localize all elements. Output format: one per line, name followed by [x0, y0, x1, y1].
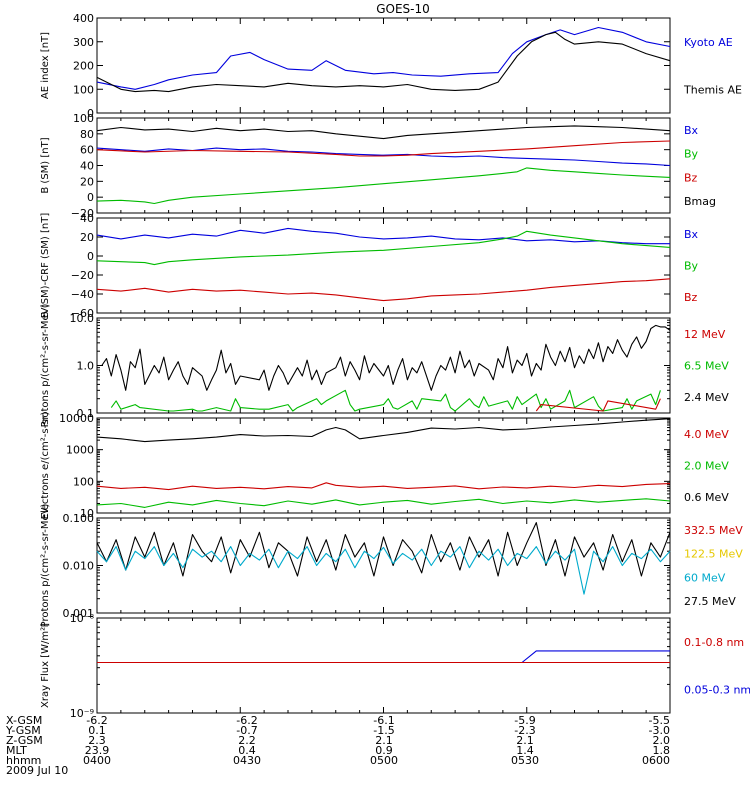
- legend-entry: 0.1-0.8 nm: [684, 636, 744, 649]
- legend-entry: 0.05-0.3 nm: [684, 683, 750, 696]
- y-axis-label: Xray Flux [W/m²]: [40, 623, 51, 708]
- legend-entry: By: [684, 148, 699, 161]
- y-tick-label: 0.001: [63, 607, 95, 620]
- legend-entry: 122.5 MeV: [684, 548, 743, 561]
- legend-entry: Bz: [684, 291, 698, 304]
- panel-frame: [96, 217, 671, 314]
- chart-panel: 0.1 1.0 10.0 Protons p/(cm²-s-sr-MeV) 12 MeV…: [40, 304, 729, 428]
- y-tick-label: 40: [80, 212, 94, 225]
- y-tick-label: 0.010: [63, 560, 95, 573]
- chart-panel: 0.001 0.010 0.100 Protons p/(cm²-s-sr-MeV) 3…: [40, 504, 743, 628]
- y-tick-label: 0: [87, 191, 94, 204]
- chart-panel: −60 −40 −20 0 20 40 B (SM)-CRF (SM) [nT] Bx By Bz: [40, 212, 699, 320]
- y-tick-label: −40: [71, 288, 94, 301]
- y-tick-label: 10.0: [70, 312, 95, 325]
- y-tick-label: 40: [80, 160, 94, 173]
- y-tick-label: −20: [71, 207, 94, 220]
- series-line: [96, 140, 671, 157]
- y-tick-label: 10⁻⁸: [70, 612, 95, 625]
- legend-entry: By: [684, 260, 699, 273]
- legend-entry: Kyoto AE: [684, 36, 733, 49]
- y-tick-label: 0.100: [63, 512, 95, 525]
- legend-entry: 2.4 MeV: [684, 391, 729, 404]
- y-tick-label: 0: [87, 250, 94, 263]
- series-line: [96, 167, 671, 205]
- figure-title: GOES-10: [376, 2, 430, 16]
- y-tick-label: −60: [71, 307, 94, 320]
- panel-frame: [96, 517, 671, 614]
- y-tick-label: 0: [87, 107, 94, 120]
- y-tick-label: 10000: [59, 412, 94, 425]
- legend-entry: 60 MeV: [684, 571, 726, 584]
- series-line: [535, 398, 661, 412]
- legend-entry: Bmag: [684, 195, 716, 208]
- legend-entry: 4.0 MeV: [684, 428, 729, 441]
- chart-panel: 0 100 200 300 400 AE index [nT] Kyoto AE Themis…: [40, 12, 742, 120]
- y-tick-label: 100: [73, 112, 94, 125]
- series-line: [96, 546, 671, 595]
- chart-panel: −20 0 20 40 60 80 100 B (SM) [nT] Bx By Bz Bmag: [40, 112, 716, 220]
- y-tick-label: 300: [73, 36, 94, 49]
- legend-entry: 0.6 MeV: [684, 491, 729, 504]
- series-line: [101, 324, 671, 391]
- series-line: [96, 278, 671, 302]
- panel-frame: [96, 317, 671, 414]
- series-line: [96, 26, 671, 90]
- y-axis-label: AE index [nT]: [40, 32, 51, 99]
- y-axis-label: Electrons e/(cm²-s-sr): [40, 412, 51, 520]
- series-line: [521, 650, 670, 663]
- y-tick-label: −20: [71, 269, 94, 282]
- series-line: [96, 418, 671, 443]
- chart-panel: 10 100 1000 10000 Electrons e/(cm²-s-sr) 4.0 …: [40, 412, 729, 520]
- y-tick-label: 10: [80, 507, 94, 520]
- legend-entry: Themis AE: [683, 83, 742, 96]
- legend-entry: Bx: [684, 124, 699, 137]
- chart-panel: 10⁻⁹ 10⁻⁸ Xray Flux [W/m²] 0.1-0.8 nm 0.05-0…: [40, 612, 750, 720]
- y-tick-label: 80: [80, 128, 94, 141]
- panel-frame: [96, 617, 671, 714]
- y-axis-label: B (SM) [nT]: [40, 137, 51, 193]
- y-tick-label: 60: [80, 144, 94, 157]
- legend-entry: 6.5 MeV: [684, 360, 729, 373]
- y-tick-label: 200: [73, 60, 94, 73]
- legend-entry: Bz: [684, 171, 698, 184]
- legend-entry: 2.0 MeV: [684, 460, 729, 473]
- series-line: [110, 389, 661, 412]
- series-line: [96, 227, 670, 245]
- y-tick-label: 20: [80, 231, 94, 244]
- legend-entry: Bx: [684, 228, 699, 241]
- y-axis-label: Protons p/(cm²-s-sr-MeV): [40, 304, 51, 428]
- y-axis-label: Protons p/(cm²-s-sr-MeV): [40, 504, 51, 628]
- series-line: [96, 125, 671, 140]
- panel-frame: [96, 417, 671, 514]
- series-line: [96, 31, 671, 93]
- legend-entry: 27.5 MeV: [684, 595, 736, 608]
- y-tick-label: 10⁻⁹: [70, 707, 94, 720]
- y-tick-label: 1000: [66, 444, 94, 457]
- series-line: [96, 230, 671, 266]
- series-line: [96, 482, 671, 491]
- y-axis-label: B (SM)-CRF (SM) [nT]: [40, 213, 51, 319]
- y-tick-label: 1.0: [77, 360, 95, 373]
- series-line: [96, 498, 671, 508]
- y-tick-label: 400: [73, 12, 94, 25]
- legend-entry: 332.5 MeV: [684, 524, 743, 537]
- series-line: [96, 522, 671, 577]
- legend-entry: 12 MeV: [684, 328, 726, 341]
- y-tick-label: 0.1: [77, 407, 95, 420]
- y-tick-label: 20: [80, 175, 94, 188]
- y-tick-label: 100: [73, 475, 94, 488]
- y-tick-label: 100: [73, 83, 94, 96]
